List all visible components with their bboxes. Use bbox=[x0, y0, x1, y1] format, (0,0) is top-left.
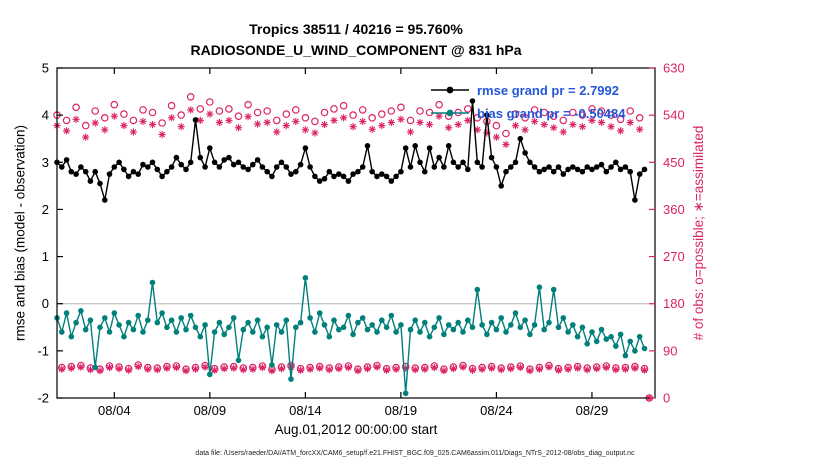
svg-text:450: 450 bbox=[663, 155, 685, 170]
svg-text:270: 270 bbox=[663, 249, 685, 264]
legend-label-rmse: rmse grand pr = 2.7992 bbox=[477, 82, 619, 98]
svg-text:1: 1 bbox=[42, 249, 49, 264]
svg-text:630: 630 bbox=[663, 61, 685, 76]
svg-text:08/09: 08/09 bbox=[194, 403, 227, 418]
bias-line-swatch bbox=[431, 109, 469, 117]
plot-subtitle: RADIOSONDE_U_WIND_COMPONENT @ 831 hPa bbox=[190, 42, 522, 58]
axes-box bbox=[56, 67, 656, 399]
svg-text:360: 360 bbox=[663, 202, 685, 217]
possible-markers bbox=[53, 93, 654, 402]
svg-text:5: 5 bbox=[42, 61, 49, 76]
legend-item-bias: bias grand pr = -0.50484 bbox=[429, 103, 625, 123]
left-y-axis-label: rmse and bias (model - observation) bbox=[12, 124, 28, 342]
rmse-line-swatch bbox=[431, 86, 469, 94]
legend-item-rmse: rmse grand pr = 2.7992 bbox=[429, 80, 625, 100]
legend: rmse grand pr = 2.7992 bias grand pr = -… bbox=[429, 80, 625, 123]
svg-text:08/29: 08/29 bbox=[576, 403, 609, 418]
right-y-axis-label: # of obs: o=possible; ∗=assimilated bbox=[691, 125, 706, 341]
svg-text:2: 2 bbox=[42, 202, 49, 217]
svg-text:08/14: 08/14 bbox=[289, 403, 322, 418]
svg-text:-1: -1 bbox=[37, 343, 49, 358]
svg-text:180: 180 bbox=[663, 296, 685, 311]
assimilated-markers bbox=[53, 106, 653, 402]
svg-text:0: 0 bbox=[42, 296, 49, 311]
plot-title: Tropics 38511 / 40216 = 95.760% bbox=[249, 21, 463, 37]
svg-text:08/04: 08/04 bbox=[98, 403, 131, 418]
svg-text:90: 90 bbox=[663, 343, 677, 358]
svg-text:08/19: 08/19 bbox=[385, 403, 418, 418]
svg-text:-2: -2 bbox=[37, 391, 49, 406]
datafile-caption: data file: /Users/raeder/DAI/ATM_forcXX/… bbox=[195, 450, 635, 457]
bias-series bbox=[54, 275, 648, 397]
x-axis-label: Aug.01,2012 00:00:00 start bbox=[274, 422, 438, 437]
svg-text:0: 0 bbox=[663, 391, 670, 406]
svg-text:4: 4 bbox=[42, 108, 49, 123]
svg-text:3: 3 bbox=[42, 155, 49, 170]
legend-label-bias: bias grand pr = -0.50484 bbox=[477, 105, 626, 121]
rmse-series bbox=[54, 98, 648, 203]
svg-text:540: 540 bbox=[663, 108, 685, 123]
svg-text:08/24: 08/24 bbox=[480, 403, 513, 418]
